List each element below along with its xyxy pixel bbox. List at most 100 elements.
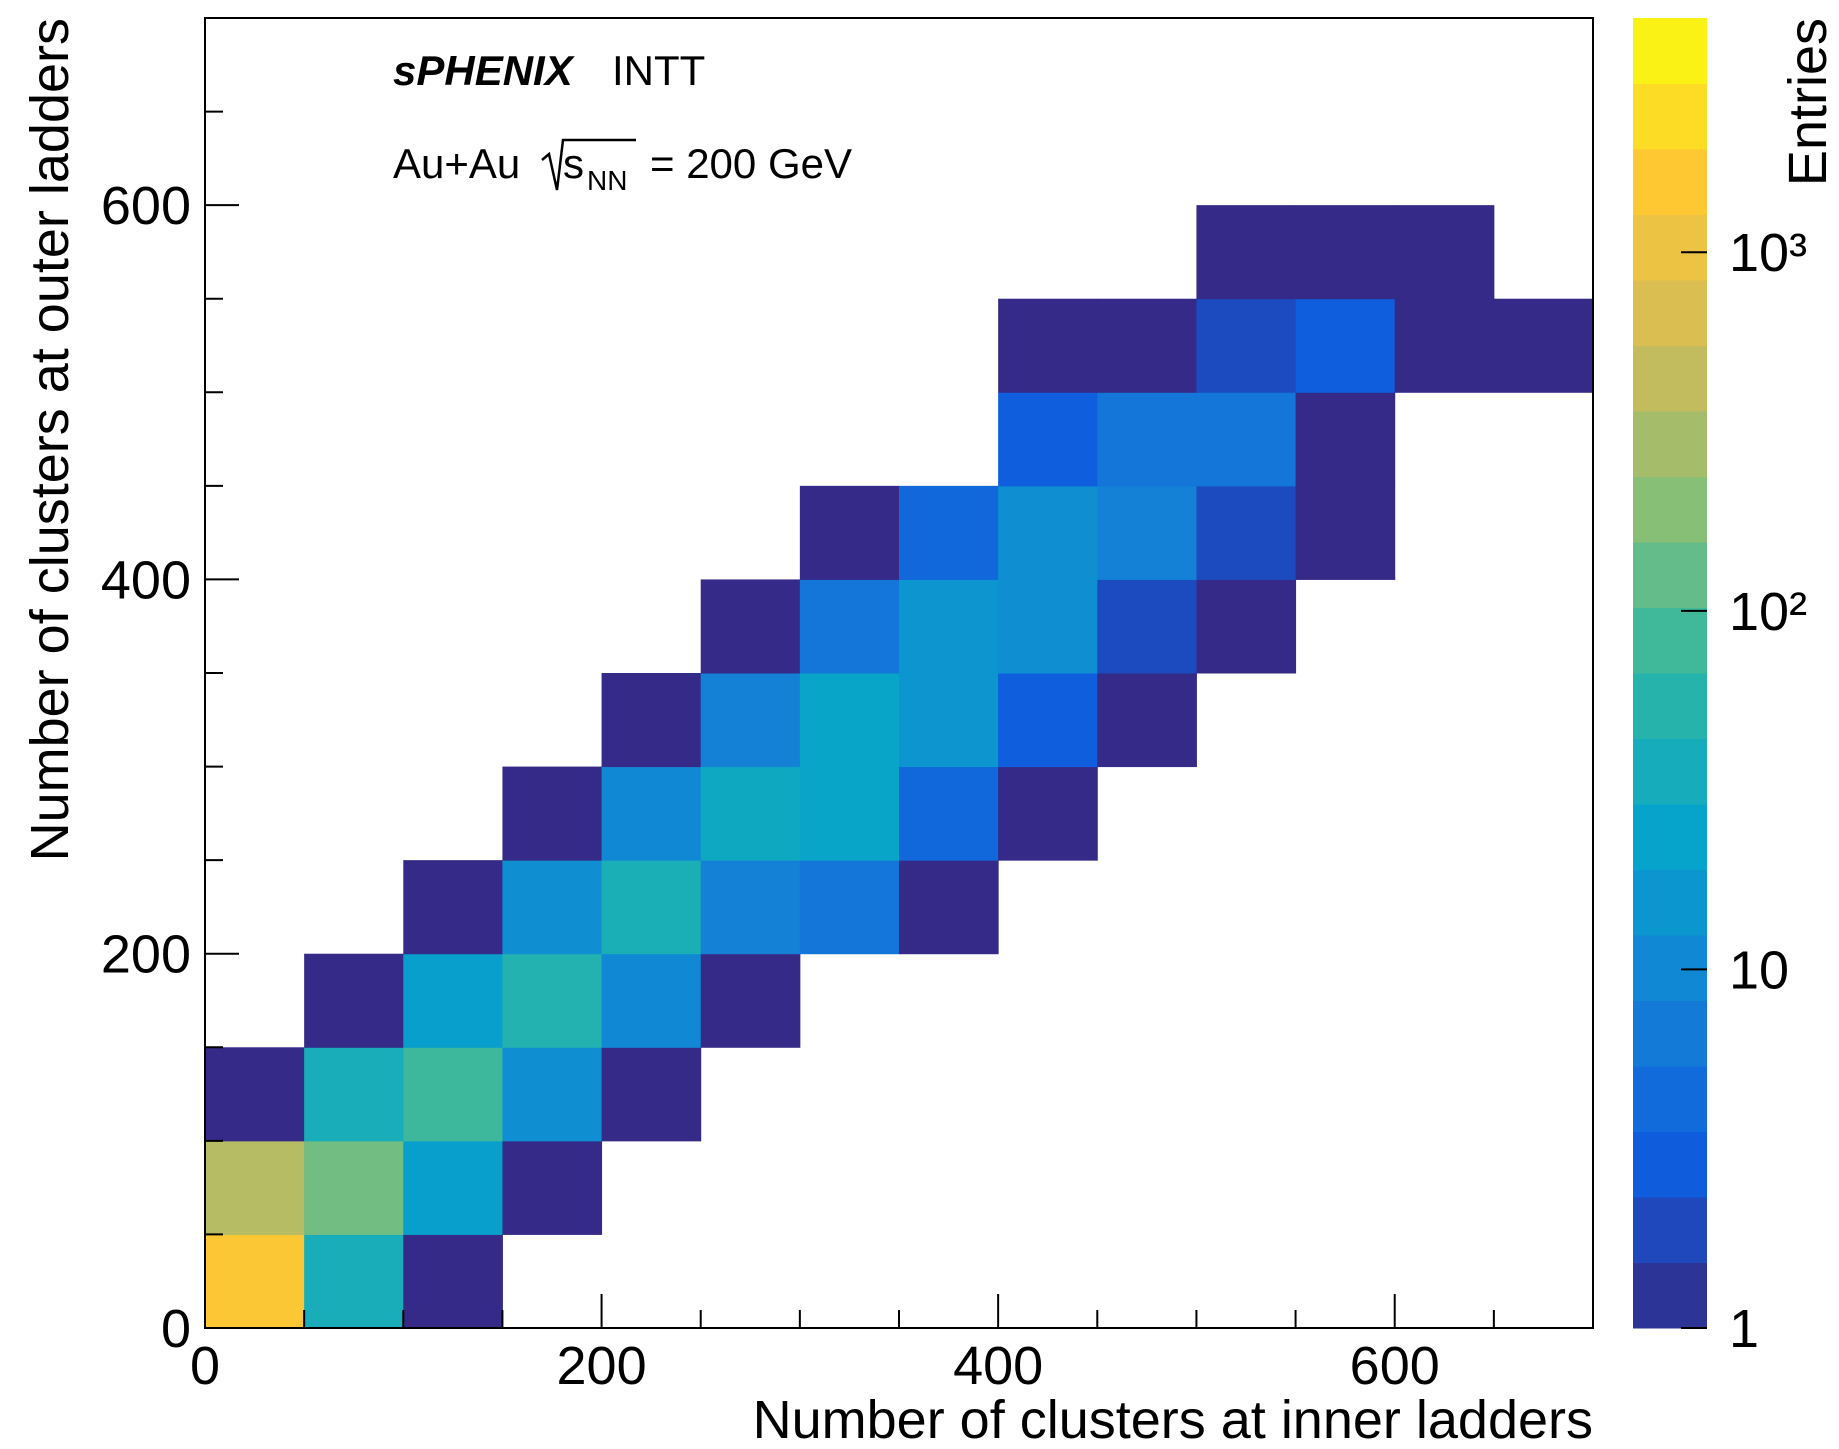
colorbar-segment	[1633, 1131, 1707, 1198]
heatmap-cell	[403, 860, 503, 955]
heatmap-cell	[799, 485, 900, 580]
heatmap-cell	[304, 1140, 404, 1235]
sqrt-variable: s	[563, 140, 584, 187]
heatmap-cell	[205, 1140, 305, 1235]
colorbar-segment	[1633, 607, 1707, 674]
heatmap-cell	[601, 953, 702, 1048]
heatmap-cell	[1295, 392, 1396, 487]
heatmap-cell	[205, 1047, 305, 1142]
heatmap-cell	[899, 860, 999, 955]
heatmap-cell	[998, 673, 1098, 768]
heatmap-cell	[1097, 392, 1197, 487]
heatmap-cell	[1394, 205, 1495, 300]
heatmap-cell	[601, 1047, 702, 1142]
colorbar-segment	[1633, 738, 1707, 805]
heatmap-cell	[799, 860, 900, 955]
heatmap-cell	[601, 860, 702, 955]
heatmap-cell	[205, 1234, 305, 1329]
heatmap-cell	[899, 673, 999, 768]
heatmap-cell	[1196, 298, 1297, 393]
heatmap-cell	[1097, 298, 1197, 393]
y-tick-label: 400	[101, 550, 191, 610]
experiment-label: sPHENIX	[393, 47, 576, 94]
heatmap-cell	[1295, 298, 1396, 393]
heatmap-cell	[899, 579, 999, 674]
x-axis-title: Number of clusters at inner ladders	[753, 1390, 1593, 1449]
colorbar-segment	[1633, 476, 1707, 543]
system-label: Au+Au	[393, 140, 520, 187]
y-tick-label: 0	[161, 1299, 191, 1359]
heatmap-cell	[502, 766, 603, 861]
colorbar-segment	[1633, 542, 1707, 608]
heatmap-cell	[403, 1234, 503, 1329]
heatmap-cell	[1097, 485, 1197, 580]
heatmap-cell	[502, 1140, 603, 1235]
y-tick-label: 200	[101, 925, 191, 985]
colorbar-segment	[1633, 214, 1707, 281]
heatmap-cell	[304, 1047, 404, 1142]
x-tick-label: 200	[557, 1336, 647, 1396]
colorbar-segment	[1633, 83, 1707, 150]
colorbar-segment	[1633, 1000, 1707, 1067]
colorbar-segment	[1633, 869, 1707, 936]
sqrt-subscript: NN	[587, 165, 627, 196]
heatmap-cell	[502, 953, 603, 1048]
x-tick-label: 0	[190, 1336, 220, 1396]
heatmap-cell	[700, 953, 801, 1048]
heatmap-cell	[700, 579, 801, 674]
heatmap-cell	[1493, 298, 1594, 393]
heatmap-cell	[1196, 485, 1297, 580]
heatmap-cell	[899, 766, 999, 861]
colorbar-segment	[1633, 1197, 1707, 1263]
heatmap-cell	[700, 860, 801, 955]
heatmap-cell	[601, 673, 702, 768]
colorbar-segment	[1633, 804, 1707, 870]
y-tick-label: 600	[101, 176, 191, 236]
z-tick-label: 10	[1729, 940, 1789, 1000]
heatmap-cell	[799, 673, 900, 768]
heatmap-cell	[1196, 579, 1297, 674]
colorbar-segment	[1633, 935, 1707, 1001]
energy-label: = 200 GeV	[650, 140, 852, 187]
heatmap-cell	[998, 392, 1098, 487]
heatmap-cell	[799, 766, 900, 861]
heatmap-cell	[403, 1047, 503, 1142]
colorbar-segment	[1633, 1066, 1707, 1132]
heatmap-cell	[700, 673, 801, 768]
heatmap-cell	[502, 1047, 603, 1142]
colorbar-segment	[1633, 673, 1707, 739]
heatmap-cell	[998, 579, 1098, 674]
heatmap-cell	[304, 953, 404, 1048]
colorbar-segment	[1633, 149, 1707, 215]
heatmap-cell	[403, 953, 503, 1048]
colorbar-segment	[1633, 411, 1707, 477]
heatmap-cell	[304, 1234, 404, 1329]
heatmap-cell	[1097, 673, 1197, 768]
x-tick-label: 600	[1350, 1336, 1440, 1396]
colorbar-segment	[1633, 280, 1707, 346]
heatmap-cell	[1295, 485, 1396, 580]
y-axis-title: Number of clusters at outer ladders	[20, 18, 80, 861]
x-tick-label: 400	[953, 1336, 1043, 1396]
heatmap-cell	[601, 766, 702, 861]
colorbar-segment	[1633, 345, 1707, 412]
heatmap-cell	[1196, 392, 1297, 487]
heatmap-cell	[403, 1140, 503, 1235]
heatmap-cell	[899, 485, 999, 580]
heatmap-cell	[1196, 205, 1297, 300]
heatmap-cell	[700, 766, 801, 861]
heatmap-cell	[502, 860, 603, 955]
heatmap-cell	[1097, 579, 1197, 674]
z-tick-label: 10²	[1729, 582, 1807, 642]
z-tick-label: 1	[1729, 1299, 1759, 1359]
heatmap-cell	[799, 579, 900, 674]
colorbar-segment	[1633, 18, 1707, 84]
z-axis-title: Entries	[1778, 18, 1838, 186]
sqrt-sign	[541, 138, 636, 191]
colorbar-segment	[1633, 1262, 1707, 1329]
detector-label: INTT	[612, 47, 705, 94]
heatmap-cell	[1295, 205, 1396, 300]
heatmap-cell	[998, 298, 1098, 393]
z-tick-label: 10³	[1729, 223, 1807, 283]
